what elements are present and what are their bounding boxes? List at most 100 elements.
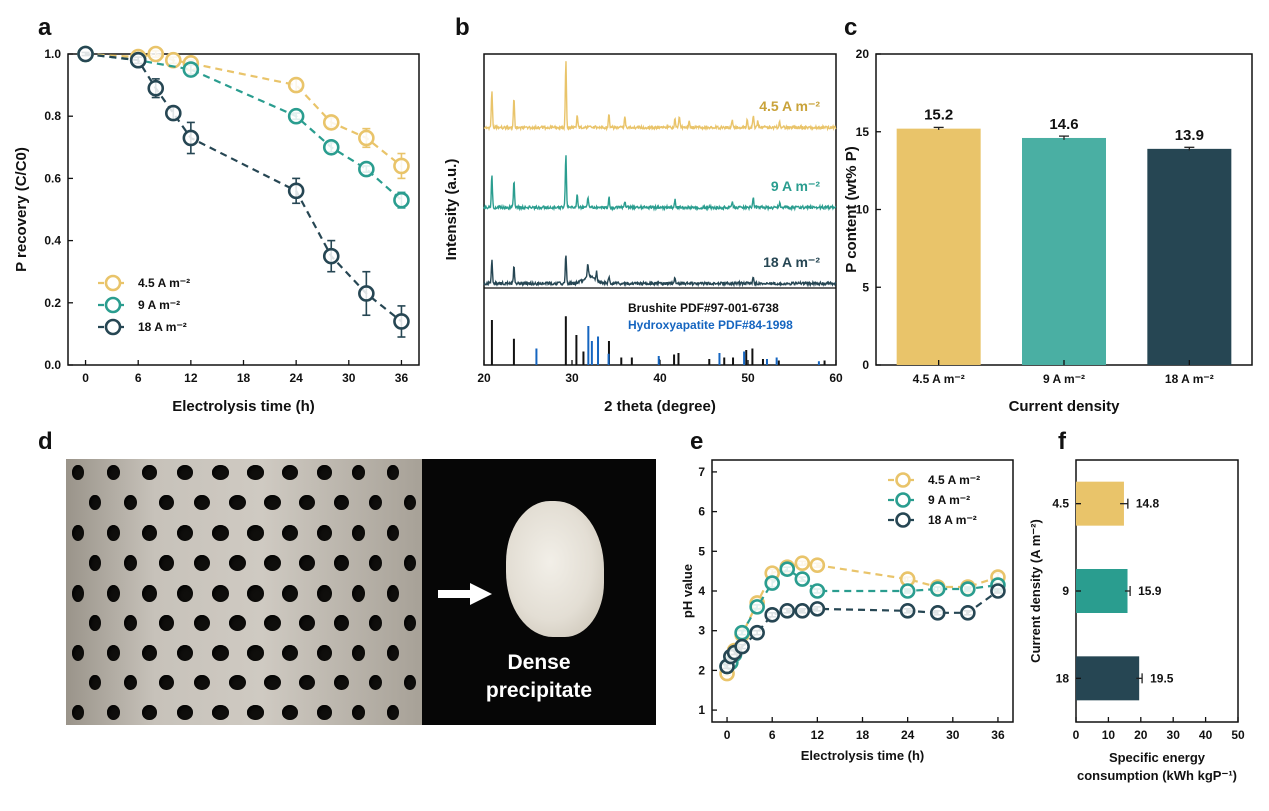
perforation-hole [212, 465, 230, 480]
series-line [85, 52, 403, 167]
x-tick-label: 30 [565, 371, 579, 385]
reference-legend: Brushite PDF#97-001-6738 [628, 301, 779, 315]
y-tick-label: 0.8 [44, 109, 61, 123]
y-tick-label: 4 [698, 584, 705, 598]
perforation-hole [142, 705, 157, 720]
x-tick-label: 0 [724, 728, 731, 742]
perforation-hole [89, 495, 101, 511]
perforation-hole [264, 615, 282, 632]
data-point [764, 607, 781, 623]
perforation-hole [317, 465, 332, 480]
perforation-hole [177, 465, 193, 480]
data-point [287, 107, 305, 125]
x-tick-label: 24 [289, 371, 303, 385]
perforation-hole [212, 525, 230, 541]
data-point [929, 581, 946, 597]
data-point [147, 79, 165, 97]
x-tick-label: 0 [1073, 728, 1080, 742]
perforation-hole [177, 705, 193, 720]
x-tick-label: 20 [1134, 728, 1148, 742]
y-tick-label: 9 [1062, 584, 1069, 598]
perforated-electrode-photo [66, 459, 422, 725]
legend-marker [895, 472, 911, 488]
y-tick-label: 5 [698, 544, 705, 558]
perforation-hole [142, 465, 157, 480]
x-tick-label: 10 [1102, 728, 1116, 742]
data-point [182, 129, 200, 147]
y-tick-label: 3 [698, 624, 705, 638]
perforation-hole [229, 555, 247, 572]
x-tick-label: 6 [135, 371, 142, 385]
bar-value-label: 15.2 [924, 107, 953, 124]
perforation-hole [107, 585, 121, 602]
perforation-hole [299, 615, 315, 632]
panel-label-f: f [1058, 428, 1066, 455]
perforation-hole [159, 495, 174, 511]
legend-marker [895, 492, 911, 508]
y-tick-label: 0.6 [44, 171, 61, 185]
perforation-hole [352, 585, 366, 602]
panel-label-a: a [38, 14, 52, 41]
series-line [726, 590, 999, 667]
bar-value-label: 15.9 [1138, 584, 1162, 598]
data-point [182, 61, 200, 78]
x-tick-label: 50 [1231, 728, 1245, 742]
data-point [322, 139, 340, 156]
perforation-hole [369, 615, 383, 632]
x-tick-label: 12 [184, 371, 198, 385]
powder-pile [506, 501, 604, 637]
data-point [779, 603, 796, 619]
perforation-hole [334, 615, 349, 632]
x-axis-label: 2 theta (degree) [604, 398, 716, 415]
data-point [77, 45, 94, 63]
y-axis-label: Current density (A m⁻²) [1028, 519, 1043, 663]
y-tick-label: 4.5 [1052, 497, 1069, 511]
legend-label: 9 A m⁻² [928, 493, 970, 507]
perforation-hole [404, 555, 416, 572]
perforation-hole [142, 525, 157, 541]
x-tick-label: 30 [342, 371, 356, 385]
perforation-hole [352, 645, 366, 661]
plot-frame-a [67, 53, 420, 366]
perforation-hole [72, 705, 84, 720]
data-point [749, 599, 765, 615]
data-point [734, 638, 750, 655]
bar-value-label: 13.9 [1175, 127, 1204, 144]
data-point [794, 555, 811, 572]
bar-value-label: 19.5 [1150, 671, 1174, 685]
perforation-hole [124, 675, 138, 691]
x-tick-label: 9 A m⁻² [1043, 372, 1085, 386]
data-point [287, 182, 305, 200]
perforation-hole [212, 645, 230, 661]
y-axis-label: pH value [680, 564, 695, 618]
perforation-hole [212, 585, 230, 602]
perforation-hole [159, 555, 174, 572]
data-point [393, 191, 410, 209]
perforation-hole [247, 645, 265, 661]
perforation-hole [142, 645, 157, 661]
series-line [85, 52, 403, 323]
y-tick-label: 20 [856, 47, 870, 61]
perforation-hole [247, 705, 265, 720]
perforation-hole [177, 525, 193, 541]
perforation-hole [334, 495, 349, 511]
bar-value-label: 14.6 [1049, 116, 1078, 133]
xrd-trace [483, 61, 837, 132]
perforation-hole [264, 555, 282, 572]
y-tick-label: 1 [698, 703, 705, 717]
legend-label: 18 A m⁻² [928, 513, 977, 527]
perforation-hole [159, 675, 174, 691]
y-tick-label: 0 [862, 358, 869, 372]
x-tick-label: 36 [395, 371, 409, 385]
perforation-hole [194, 495, 210, 511]
perforation-hole [159, 615, 174, 632]
perforation-hole [387, 465, 399, 480]
x-tick-label: 0 [82, 371, 89, 385]
x-tick-label: 36 [991, 728, 1005, 742]
perforation-hole [317, 705, 332, 720]
perforation-hole [334, 675, 349, 691]
perforation-hole [387, 705, 399, 720]
x-axis-label: Electrolysis time (h) [801, 748, 925, 763]
data-point [990, 583, 1006, 599]
